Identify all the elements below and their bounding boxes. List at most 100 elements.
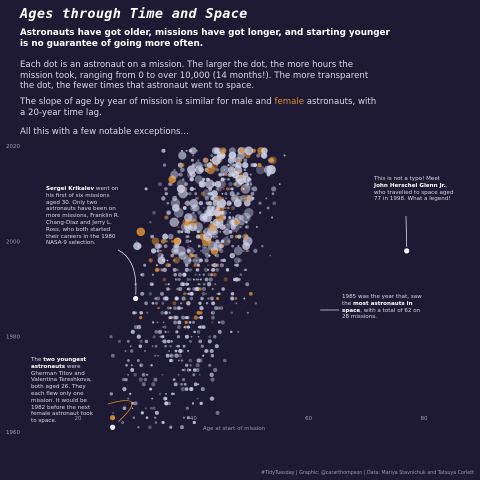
data-point — [200, 387, 205, 392]
data-point — [154, 416, 157, 419]
data-point — [232, 216, 235, 219]
data-point — [164, 283, 167, 286]
data-point — [221, 236, 231, 246]
data-point — [175, 345, 178, 348]
data-point — [252, 186, 258, 192]
data-point — [205, 201, 209, 205]
data-point — [196, 149, 198, 152]
data-point — [203, 267, 209, 272]
data-point — [162, 321, 165, 324]
data-point — [178, 172, 183, 177]
highlight-point — [110, 424, 116, 430]
data-point — [243, 240, 246, 243]
data-point — [176, 179, 187, 189]
data-point — [148, 258, 153, 263]
highlight-point — [133, 295, 139, 302]
data-point — [112, 411, 115, 414]
data-point — [197, 201, 201, 205]
data-point — [199, 258, 203, 262]
data-point — [210, 221, 213, 224]
data-point — [177, 344, 180, 348]
data-point — [164, 330, 167, 334]
data-point — [207, 191, 212, 196]
data-point — [243, 158, 248, 163]
data-point — [180, 163, 185, 168]
data-point — [214, 306, 218, 311]
data-point — [192, 278, 195, 281]
data-point — [228, 182, 233, 187]
data-point — [154, 267, 160, 273]
data-point — [201, 292, 206, 296]
data-point — [188, 358, 193, 363]
data-point — [164, 392, 167, 395]
data-point — [217, 292, 221, 296]
data-point — [184, 320, 188, 324]
data-point — [154, 297, 158, 300]
data-point — [192, 420, 196, 425]
data-point — [217, 329, 222, 334]
data-point — [195, 197, 198, 200]
data-point — [178, 151, 187, 160]
data-point — [117, 339, 122, 343]
data-point — [198, 287, 202, 291]
data-point — [236, 192, 240, 196]
data-point — [135, 240, 138, 243]
data-point — [163, 396, 167, 401]
data-point — [197, 383, 200, 386]
dots-layer — [109, 146, 410, 430]
data-point — [196, 263, 201, 267]
glenn-name: John Herschel Glenn Jr. — [374, 182, 446, 189]
data-point — [208, 201, 213, 206]
data-point — [211, 321, 214, 324]
data-point — [202, 189, 212, 199]
data-point — [177, 230, 181, 234]
data-point — [196, 330, 201, 334]
data-point — [192, 154, 195, 157]
data-point — [174, 315, 179, 320]
arrow-youngest — [107, 400, 133, 422]
youngest-post: were Gherman Titov and Valentina Tereshk… — [31, 363, 93, 425]
data-point — [220, 239, 225, 244]
data-point — [121, 378, 126, 382]
data-point — [196, 397, 199, 400]
data-point — [191, 402, 195, 405]
data-point — [167, 401, 172, 406]
data-point — [223, 226, 226, 228]
data-point — [139, 311, 143, 315]
data-point — [225, 268, 230, 272]
data-point — [216, 195, 223, 202]
data-point — [219, 147, 227, 155]
data-point — [206, 165, 216, 175]
data-point — [245, 249, 249, 253]
data-point — [210, 154, 214, 157]
data-point — [171, 247, 179, 255]
data-point — [283, 154, 286, 157]
data-point — [143, 263, 147, 267]
data-point — [164, 296, 169, 301]
data-point — [220, 320, 225, 325]
data-point — [239, 273, 242, 276]
data-point — [174, 353, 179, 358]
data-point — [155, 264, 158, 267]
data-point — [205, 179, 215, 189]
data-point — [146, 311, 149, 314]
data-point — [228, 216, 232, 219]
data-point — [182, 272, 187, 277]
data-point — [234, 219, 240, 225]
para2-text-c: astronauts, with a 20-year time lag. — [20, 97, 377, 118]
data-point — [125, 363, 128, 367]
data-point — [144, 187, 148, 191]
data-point — [201, 246, 210, 255]
x-axis-ticks: 20 40 60 80 — [75, 416, 428, 422]
data-point — [198, 180, 206, 188]
data-point — [173, 382, 178, 387]
data-point — [208, 335, 212, 339]
data-point — [187, 292, 191, 296]
data-point — [234, 214, 242, 221]
data-point — [188, 192, 192, 196]
data-point — [149, 388, 152, 391]
data-point — [164, 311, 168, 315]
data-point — [175, 297, 179, 300]
data-point — [193, 330, 196, 334]
data-point — [122, 406, 127, 411]
